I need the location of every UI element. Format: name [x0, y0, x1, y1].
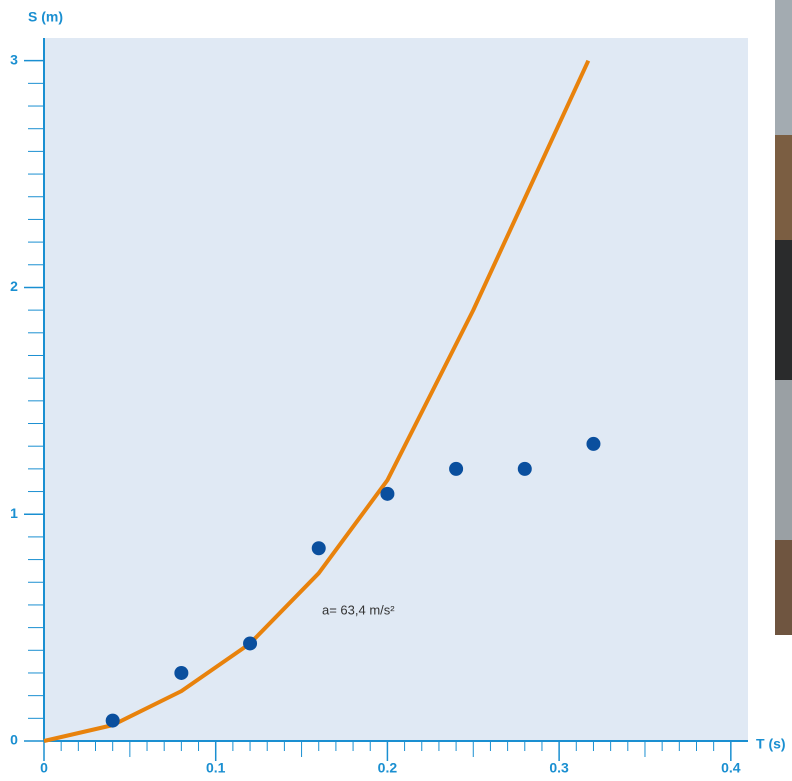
photo-strip [775, 380, 792, 540]
tick-label: 0 [10, 732, 18, 748]
y-axis-label: S (m) [28, 9, 63, 25]
data-point [312, 541, 326, 555]
photo-strip [775, 240, 792, 380]
tick-label: 3 [10, 51, 18, 67]
tick-label: 0.2 [378, 760, 398, 776]
annotation: a= 63,4 m/s² [322, 602, 395, 617]
data-point [174, 666, 188, 680]
data-point [586, 437, 600, 451]
tick-label: 0.3 [549, 760, 569, 776]
tick-label: 0.1 [206, 760, 226, 776]
tick-label: 2 [10, 278, 18, 294]
plot-background [44, 38, 748, 741]
photo-strip [775, 135, 792, 240]
page: {"chart_data": {"type": "line_scatter", … [0, 0, 792, 776]
data-point [518, 462, 532, 476]
photo-strip [775, 540, 792, 635]
tick-label: 0.4 [721, 760, 741, 776]
photo-strip [775, 0, 792, 135]
tick-label: 0 [40, 760, 48, 776]
chart: S (m) T (s) 0 0.1 0.2 0.3 0.4 0 1 2 3 a= 63,4 m/s… [0, 0, 792, 776]
tick-label: 1 [10, 505, 18, 521]
data-point [106, 714, 120, 728]
x-axis-label: T (s) [756, 736, 786, 752]
data-point [243, 636, 257, 650]
data-point [449, 462, 463, 476]
data-point [380, 487, 394, 501]
